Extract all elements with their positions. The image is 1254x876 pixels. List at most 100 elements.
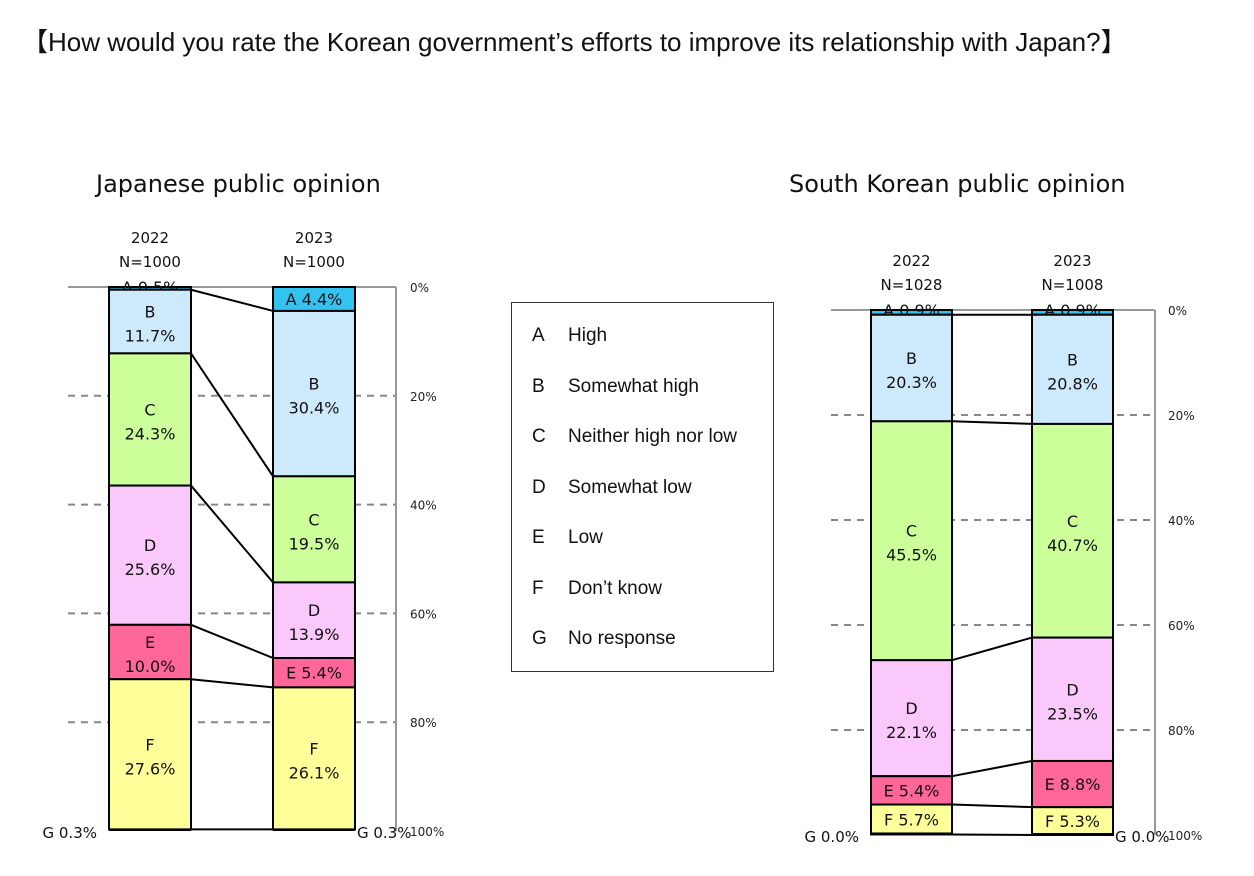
- connector-line: [190, 352, 274, 477]
- connector-line: [951, 636, 1033, 662]
- segment-label-D: D: [308, 601, 320, 620]
- bar-segment-G: [871, 832, 952, 835]
- legend-item-B: B Somewhat high: [512, 376, 773, 427]
- n-label: N=1000: [119, 253, 181, 271]
- legend-key: E: [532, 527, 545, 548]
- bar-segment-C: [870, 420, 953, 662]
- bar-segment-C: [272, 475, 356, 584]
- bar-segment-G: [1032, 833, 1113, 835]
- y-tick-label: 80%: [410, 716, 437, 730]
- year-label: 2022: [892, 252, 930, 270]
- bar-segment-F: [870, 803, 953, 836]
- segment-value-C: 24.3%: [125, 424, 176, 443]
- segment-label-G: G 0.0%: [805, 828, 860, 846]
- bar-segment-B: [870, 313, 953, 423]
- segment-label-E: E 8.8%: [1045, 775, 1101, 794]
- n-label: N=1028: [881, 276, 943, 294]
- legend-item-C: C Neither high nor low: [512, 426, 773, 477]
- y-tick-label: 40%: [410, 499, 437, 513]
- legend-label: Don’t know: [568, 577, 662, 599]
- segment-label-D: D: [144, 536, 156, 555]
- bar-segment-D: [870, 659, 953, 778]
- segment-label-D: D: [905, 699, 917, 718]
- legend-label: High: [568, 325, 608, 346]
- segment-label-G: G 0.0%: [1115, 828, 1170, 846]
- legend-item-D: D Somewhat low: [512, 477, 773, 528]
- legend-label: Neither high nor low: [568, 426, 737, 447]
- bar-segment-D: [108, 484, 192, 626]
- legend: A High B Somewhat high C Neither high nor low…: [511, 302, 774, 672]
- year-label: 2023: [1053, 252, 1091, 270]
- segment-label-B: B: [145, 303, 156, 322]
- segment-label-F: F: [145, 735, 154, 754]
- segment-label-A: A 4.4%: [286, 290, 343, 309]
- segment-value-D: 23.5%: [1047, 704, 1098, 723]
- segment-label-D: D: [1066, 680, 1078, 699]
- connector-line: [190, 288, 274, 312]
- legend-key: D: [532, 476, 546, 498]
- connector-line: [951, 833, 1033, 836]
- segment-label-B: B: [906, 349, 917, 368]
- segment-value-B: 11.7%: [125, 327, 176, 346]
- segment-label-C: C: [1067, 512, 1078, 531]
- legend-label: Somewhat high: [568, 375, 699, 397]
- segment-value-E: 10.0%: [125, 657, 176, 676]
- y-tick-label: 20%: [410, 390, 437, 404]
- y-tick-label: 0%: [410, 281, 429, 295]
- bar-segment-G: [273, 829, 355, 831]
- segment-label-F: F: [309, 739, 318, 758]
- bar-segment-B: [108, 288, 192, 355]
- bar-segment-F: [1031, 806, 1114, 836]
- segment-label-B: B: [309, 375, 320, 394]
- bar-segment-C: [1031, 422, 1114, 639]
- legend-label: Somewhat low: [568, 476, 692, 498]
- connector-line: [951, 759, 1033, 778]
- legend-key: A: [532, 325, 545, 346]
- bar-segment-E: [870, 775, 953, 806]
- page-title: 【How would you rate the Korean governmen…: [22, 27, 1127, 57]
- legend-item-E: E Low: [512, 527, 773, 578]
- chart-title-japan: Japanese public opinion: [96, 170, 381, 198]
- segment-label-E: E 5.4%: [884, 781, 940, 800]
- legend-item-F: F Don’t know: [512, 578, 773, 629]
- n-label: N=1008: [1042, 276, 1104, 294]
- segment-label-B: B: [1067, 350, 1078, 369]
- segment-value-C: 45.5%: [886, 546, 937, 565]
- segment-label-G: G 0.3%: [43, 824, 98, 842]
- y-tick-label: 60%: [1168, 619, 1195, 633]
- segment-value-D: 25.6%: [125, 560, 176, 579]
- legend-item-G: G No response: [512, 628, 773, 679]
- chart-title-korea: South Korean public opinion: [789, 170, 1126, 198]
- y-tick-label: 20%: [1168, 409, 1195, 423]
- connector-line: [951, 803, 1033, 809]
- connector-line: [190, 484, 274, 584]
- segment-label-G: G 0.3%: [357, 824, 412, 842]
- year-label: 2023: [295, 229, 333, 247]
- segment-label-E: E 5.4%: [286, 664, 342, 683]
- n-label: N=1000: [283, 253, 345, 271]
- bar-segment-E: [272, 657, 356, 689]
- segment-value-D: 13.9%: [289, 625, 340, 644]
- connector-line: [190, 623, 274, 659]
- segment-label-C: C: [906, 522, 917, 541]
- y-tick-label: 40%: [1168, 514, 1195, 528]
- y-tick-label: 100%: [410, 825, 444, 839]
- connector-line: [190, 678, 274, 689]
- year-label: 2022: [131, 229, 169, 247]
- legend-label: No response: [568, 628, 676, 649]
- segment-label-F: F 5.3%: [1045, 812, 1100, 831]
- y-tick-label: 0%: [1168, 304, 1187, 318]
- segment-value-B: 30.4%: [289, 399, 340, 418]
- segment-value-B: 20.8%: [1047, 374, 1098, 393]
- y-tick-label: 60%: [410, 607, 437, 621]
- segment-value-F: 27.6%: [125, 759, 176, 778]
- segment-value-D: 22.1%: [886, 723, 937, 742]
- segment-label-C: C: [144, 400, 155, 419]
- connector-line: [951, 420, 1033, 425]
- bar-segment-E: [1031, 759, 1114, 809]
- bar-segment-D: [1031, 636, 1114, 762]
- segment-label-C: C: [308, 510, 319, 529]
- segment-label-E: E: [145, 633, 155, 652]
- y-tick-label: 80%: [1168, 724, 1195, 738]
